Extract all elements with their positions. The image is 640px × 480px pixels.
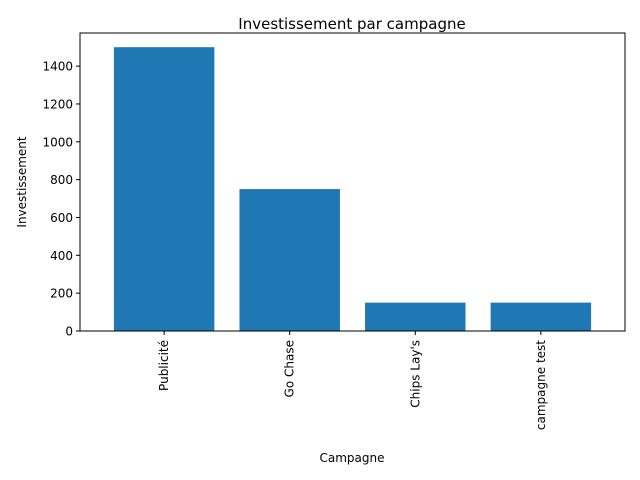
x-tick-label: Publicité bbox=[157, 340, 171, 391]
x-axis-ticks: Publicité Go Chase Chips Lay's campagne tes… bbox=[157, 331, 548, 430]
y-tick-label: 0 bbox=[65, 325, 73, 339]
x-axis-label: Campagne bbox=[320, 451, 385, 465]
y-axis-label: Investissement bbox=[15, 136, 29, 227]
y-tick-label: 1200 bbox=[42, 97, 73, 111]
bar-3 bbox=[365, 302, 466, 331]
y-tick-label: 600 bbox=[50, 211, 73, 225]
bar-2 bbox=[239, 189, 340, 331]
y-tick-label: 1400 bbox=[42, 60, 73, 74]
bars-group bbox=[113, 47, 592, 331]
chart-title: Investissement par campagne bbox=[238, 15, 465, 33]
y-tick-label: 800 bbox=[50, 173, 73, 187]
x-tick-label: Chips Lay's bbox=[408, 340, 422, 408]
x-tick-label: Go Chase bbox=[283, 340, 297, 397]
bar-1 bbox=[113, 47, 215, 331]
x-tick-label: campagne test bbox=[534, 340, 548, 430]
plot-frame bbox=[79, 32, 626, 332]
y-tick-label: 1000 bbox=[42, 135, 73, 149]
bar-4 bbox=[490, 302, 592, 331]
y-tick-label: 400 bbox=[50, 249, 73, 263]
y-axis-ticks: 0 200 400 600 800 1000 1200 1400 bbox=[42, 60, 80, 339]
y-tick-label: 200 bbox=[50, 287, 73, 301]
